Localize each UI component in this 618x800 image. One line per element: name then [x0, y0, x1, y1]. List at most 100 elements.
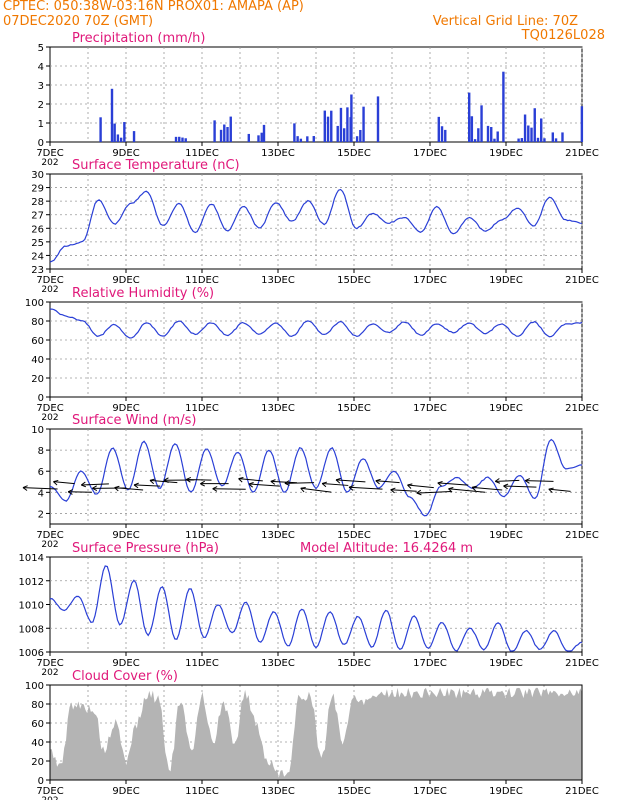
- wind-arrow-head: [80, 481, 87, 488]
- precip-bar: [336, 125, 339, 142]
- x-tick-label: 21DEC: [565, 658, 599, 669]
- x-tick-label: 17DEC: [413, 148, 447, 159]
- wind-arrow: [53, 481, 75, 485]
- wind-arrow-head: [437, 481, 443, 487]
- y-tick-label: 3: [38, 81, 44, 92]
- x-tick-label: 21DEC: [565, 530, 599, 541]
- wind-arrow: [416, 490, 451, 494]
- precip-bar: [580, 106, 584, 142]
- wind-arrow-head: [390, 487, 396, 494]
- precip-bar: [359, 129, 362, 142]
- panel-title: Cloud Cover (%): [72, 669, 178, 684]
- y-tick-label: 25: [31, 238, 44, 249]
- wind-arrow-head: [114, 485, 120, 492]
- wind-arrow-head: [321, 481, 328, 488]
- y-tick-label: 10: [31, 425, 44, 436]
- precip-bar: [527, 125, 530, 142]
- precip-bar: [540, 118, 543, 142]
- x-tick-label: 21DEC: [565, 403, 599, 414]
- precip-bar: [181, 137, 184, 142]
- y-tick-label: 0: [38, 138, 44, 149]
- precip-bar: [339, 107, 343, 142]
- panel-frame-top: [49, 684, 583, 781]
- precip-bar: [213, 120, 216, 142]
- wind-arrow-head: [238, 476, 244, 483]
- x-tick-label: 11DEC: [185, 275, 219, 286]
- y-tick-label: 60: [31, 719, 44, 730]
- y-tick-label: 8: [38, 446, 44, 457]
- x-year-label: 202: [41, 796, 58, 800]
- x-tick-label: 15DEC: [337, 148, 371, 159]
- precip-bar: [99, 117, 102, 142]
- y-tick-label: 0: [38, 776, 44, 787]
- y-tick-label: 1014: [19, 553, 44, 564]
- precip-bar: [502, 71, 505, 142]
- wind-arrow: [407, 484, 434, 489]
- precip-bar: [530, 127, 533, 142]
- x-tick-label: 9DEC: [112, 786, 139, 797]
- wind-arrow-head: [133, 482, 139, 489]
- wind-arrow-head: [335, 477, 341, 484]
- wind-arrow-head: [53, 479, 59, 486]
- wind-arrow-head: [284, 480, 290, 486]
- y-tick-label: 1008: [19, 624, 44, 635]
- wind-arrow-head: [407, 483, 413, 489]
- precip-bar: [123, 122, 126, 142]
- wind-arrow-head: [494, 478, 501, 484]
- wind-arrow: [134, 484, 161, 487]
- y-tick-label: 100: [25, 298, 44, 309]
- wind-arrow: [22, 487, 58, 490]
- precip-bar: [326, 116, 330, 142]
- precip-bar: [440, 126, 444, 142]
- precip-bar: [260, 132, 263, 142]
- y-tick-label: 2: [38, 509, 44, 520]
- y-tick-label: 1012: [19, 577, 44, 588]
- x-tick-label: 7DEC: [36, 530, 63, 541]
- precip-bar: [346, 107, 349, 142]
- precip-bar: [350, 94, 353, 142]
- precip-bar: [517, 138, 520, 142]
- wind-arrow: [390, 489, 417, 492]
- x-tick-label: 9DEC: [112, 275, 139, 286]
- wind-arrow: [284, 482, 315, 484]
- wind-arrow-head: [185, 476, 191, 483]
- precip-bar: [174, 136, 178, 142]
- y-tick-label: 80: [31, 317, 44, 328]
- x-tick-label: 15DEC: [337, 530, 371, 541]
- precip-bar: [493, 138, 496, 142]
- y-tick-label: 6: [38, 467, 44, 478]
- x-tick-label: 13DEC: [261, 148, 295, 159]
- precip-bar: [437, 116, 440, 142]
- precip-bar: [113, 123, 116, 142]
- precip-bar: [490, 127, 493, 142]
- precip-bar: [536, 137, 540, 142]
- x-tick-label: 15DEC: [337, 658, 371, 669]
- x-tick-label: 21DEC: [565, 148, 599, 159]
- wind-arrow-head: [448, 487, 454, 493]
- precip-bar: [184, 138, 187, 142]
- precip-bar: [247, 133, 250, 142]
- panel-title: Precipitation (mm/h): [72, 31, 205, 46]
- wind-arrow: [448, 488, 486, 493]
- y-tick-label: 30: [31, 170, 44, 181]
- series-line: [50, 308, 583, 339]
- wind-arrow-head: [548, 487, 554, 494]
- x-year-label: 202: [41, 413, 58, 423]
- y-tick-label: 26: [31, 224, 44, 235]
- wind-arrow-head: [163, 477, 169, 483]
- x-tick-label: 19DEC: [489, 658, 523, 669]
- wind-arrow-head: [416, 489, 422, 496]
- wind-arrow: [270, 480, 298, 484]
- precip-bar: [219, 129, 223, 142]
- precip-bar: [477, 128, 480, 142]
- y-tick-label: 1010: [19, 601, 44, 612]
- precip-bar: [496, 131, 499, 142]
- wind-arrow: [248, 483, 280, 487]
- precip-bar: [551, 132, 554, 142]
- wind-arrow: [495, 479, 520, 482]
- precip-bar: [312, 136, 315, 142]
- wind-arrow-head: [67, 489, 73, 495]
- precip-bar: [444, 129, 447, 142]
- precip-bar: [561, 132, 564, 142]
- header-location: CPTEC: 050:38W-03:16N PROX01: AMAPA (AP): [3, 0, 304, 14]
